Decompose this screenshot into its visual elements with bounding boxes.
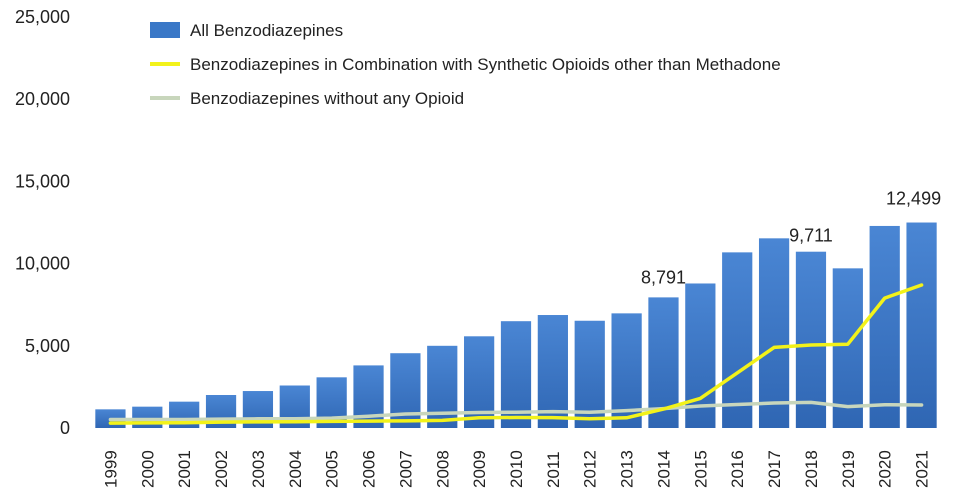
- data-label-2021: 12,499: [886, 189, 941, 209]
- legend-label: Benzodiazepines in Combination with Synt…: [190, 55, 781, 74]
- x-tick-label: 2000: [138, 450, 157, 488]
- x-tick-label: 2005: [323, 450, 342, 488]
- x-tick-label: 2016: [728, 450, 747, 488]
- x-tick-label: 2010: [507, 450, 526, 488]
- x-tick-label: 2011: [544, 451, 563, 488]
- x-tick-label: 2009: [470, 450, 489, 488]
- bar-2016: [722, 252, 753, 428]
- x-tick-label: 2006: [360, 450, 379, 488]
- x-tick-label: 1999: [101, 450, 120, 488]
- x-tick-label: 2007: [396, 450, 415, 488]
- x-tick-label: 2001: [175, 450, 194, 488]
- data-label-2018: 9,711: [789, 226, 833, 246]
- x-tick-label: 2015: [691, 450, 710, 488]
- y-tick-label: 15,000: [15, 171, 70, 191]
- bar-2017: [758, 238, 790, 428]
- x-tick-label: 2021: [913, 450, 932, 488]
- data-annotations: 8,791 9,711 12,499: [641, 189, 941, 288]
- x-tick-label: 2003: [249, 450, 268, 488]
- bar-2011: [537, 315, 568, 428]
- x-tick-label: 2017: [765, 450, 784, 488]
- x-tick-label: 2004: [286, 450, 305, 488]
- x-tick-label: 2014: [654, 450, 673, 488]
- x-axis-ticks: 1999 2000 2001 2002 2003 2004 2005 2006 2007 2008…: [101, 450, 931, 488]
- y-axis-ticks: 0 5,000 10,000 15,000 20,000 25,000: [15, 7, 70, 438]
- y-tick-label: 5,000: [25, 336, 70, 356]
- bar-2006: [353, 365, 384, 428]
- data-label-2014: 8,791: [641, 267, 686, 287]
- y-tick-label: 10,000: [15, 254, 70, 274]
- bar-2020: [869, 225, 900, 428]
- y-tick-label: 0: [60, 418, 70, 438]
- x-tick-label: 2008: [433, 450, 452, 488]
- x-tick-label: 2002: [212, 450, 231, 488]
- bar-2008: [427, 345, 458, 428]
- bar-2018: [795, 251, 827, 428]
- bar-2007: [390, 353, 421, 428]
- line-synthetic-opioids: [108, 283, 924, 425]
- legend-swatch-bar: [150, 22, 180, 38]
- x-tick-label: 2012: [581, 450, 600, 488]
- bar-2019: [832, 268, 863, 428]
- bar-2000: [132, 406, 163, 428]
- x-tick-label: 2019: [839, 450, 858, 488]
- x-tick-label: 2013: [618, 450, 637, 488]
- x-tick-label: 2020: [876, 450, 895, 488]
- legend-label: All Benzodiazepines: [190, 21, 343, 40]
- line-series: [108, 283, 924, 425]
- bar-2010: [500, 321, 532, 428]
- line-without-opioid: [108, 400, 924, 422]
- y-tick-label: 20,000: [15, 89, 70, 109]
- legend: All Benzodiazepines Benzodiazepines in Co…: [150, 21, 781, 108]
- bar-2021: [906, 222, 937, 428]
- x-tick-label: 2018: [802, 450, 821, 488]
- legend-label: Benzodiazepines without any Opioid: [190, 89, 464, 108]
- y-tick-label: 25,000: [15, 7, 70, 27]
- bar-series: [95, 222, 937, 428]
